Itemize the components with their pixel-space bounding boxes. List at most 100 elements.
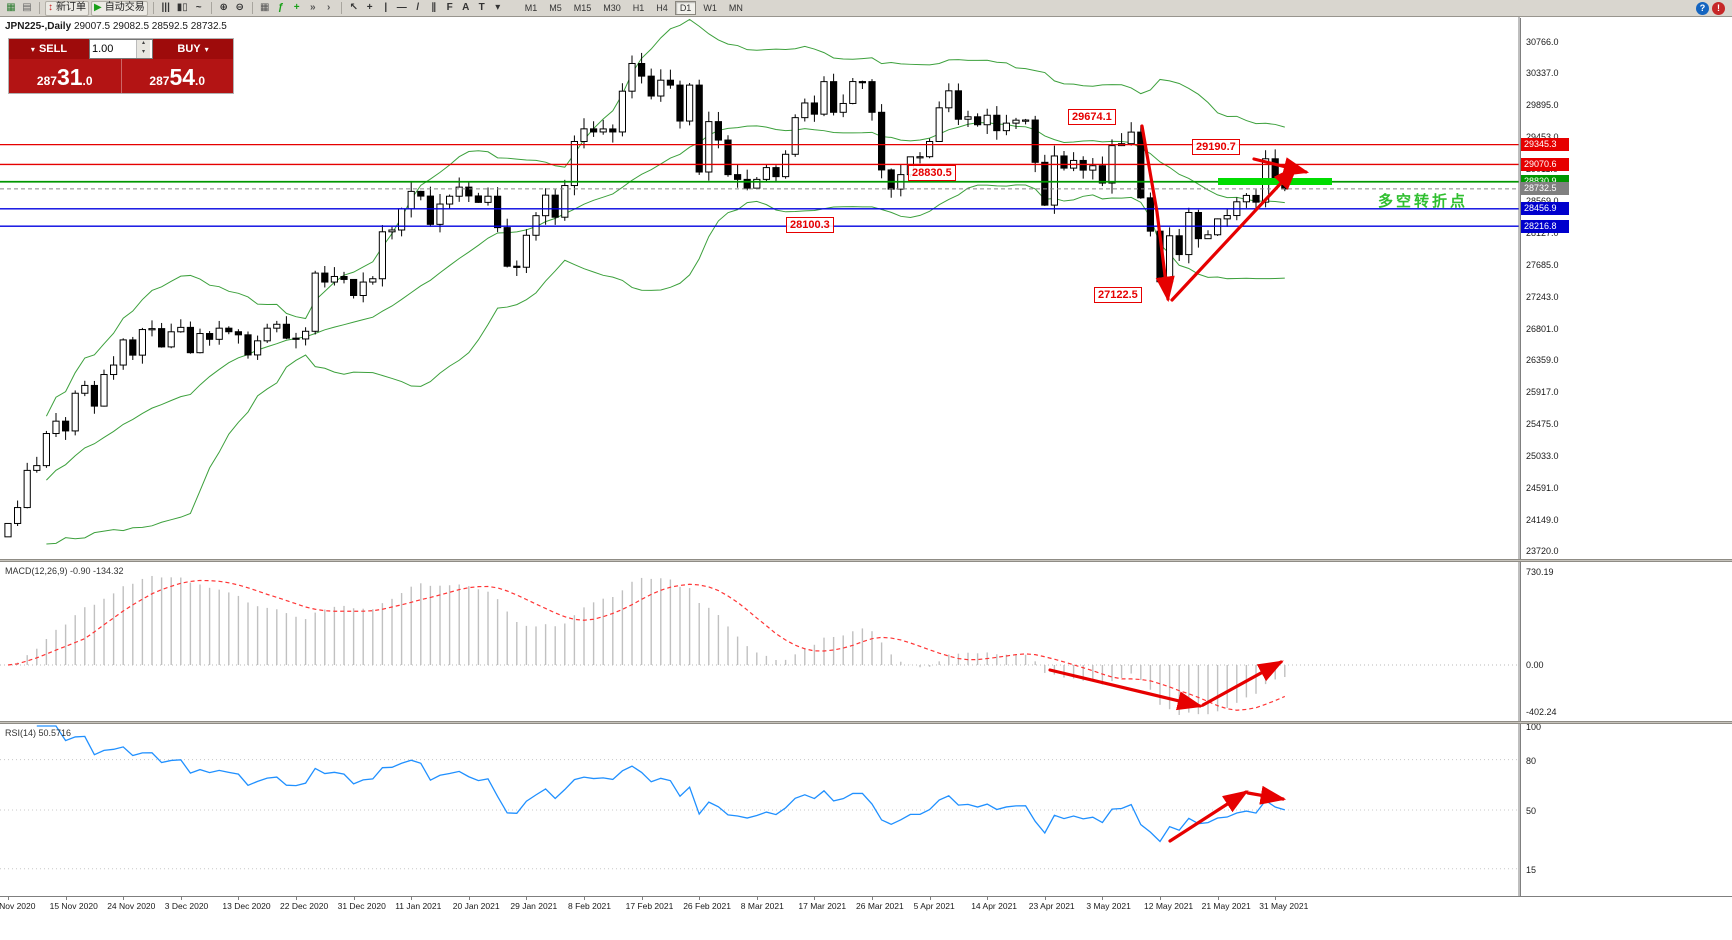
date-label: 5 Nov 2020 [0, 901, 36, 911]
time-axis-tick [872, 897, 873, 900]
help-button[interactable]: ? [1696, 1, 1709, 15]
time-axis-tick [814, 897, 816, 900]
zoom-out-icon: ⊖ [235, 2, 244, 13]
volume-down-button[interactable]: ▾ [137, 49, 150, 58]
price-digits: .0 [195, 74, 206, 88]
price-tick-label: 26359.0 [1526, 355, 1559, 366]
ohlc-values: 29007.5 29082.5 28592.5 28732.5 [73, 21, 227, 32]
buy-button[interactable]: BUY ▾ [153, 39, 233, 59]
time-axis-tick [584, 897, 585, 900]
date-label: 11 Jan 2021 [395, 901, 442, 911]
volume-up-button[interactable]: ▴ [137, 40, 150, 49]
auto-scroll-icon: » [309, 2, 316, 13]
date-label: 8 Mar 2021 [740, 901, 784, 911]
time-axis-tick [238, 897, 240, 900]
profiles-button[interactable]: ▤ [19, 1, 35, 16]
price-level-badge: 28216.8 [1521, 219, 1569, 233]
toolbar-right-icons: ?! [1696, 1, 1729, 15]
time-axis-tick [468, 897, 470, 900]
panel-splitter[interactable] [0, 721, 1732, 724]
zoom-out-button[interactable]: ⊖ [232, 1, 248, 16]
time-axis-tick [411, 897, 413, 900]
macd-indicator-label: MACD(12,26,9) -0.90 -134.32 [5, 566, 124, 576]
sell-button[interactable]: ▾ SELL [9, 39, 89, 59]
price-tick-label: 24591.0 [1526, 483, 1559, 494]
date-label: 17 Mar 2021 [798, 901, 847, 911]
date-label: 17 Feb 2021 [625, 901, 674, 911]
sell-caret-icon: ▾ [30, 44, 35, 54]
one-click-trading-panel: ▾ SELL ▴ ▾ BUY ▾ 28731.0 28754.0 [9, 39, 233, 93]
price-callout: 27122.5 [1094, 287, 1142, 303]
panel-splitter[interactable] [0, 559, 1732, 562]
new-order-icon: ↕ [48, 2, 53, 13]
ask-price[interactable]: 28754.0 [122, 59, 234, 93]
date-label: 15 Nov 2020 [49, 901, 98, 911]
alerts-button[interactable]: ! [1712, 1, 1725, 15]
add-indicator-button[interactable]: + [289, 1, 305, 16]
time-axis-tick [8, 897, 9, 900]
rsi-axis-label: 100 [1526, 722, 1542, 732]
date-label: 21 May 2021 [1201, 901, 1251, 911]
channel-button[interactable]: ∥ [426, 1, 442, 16]
time-axis-tick [65, 897, 67, 900]
date-label: 3 Dec 2020 [164, 901, 209, 911]
price-digits: 287 [36, 74, 57, 88]
cursor-button[interactable]: ↖ [346, 1, 362, 16]
support-zone-bar [1218, 178, 1332, 185]
time-axis-tick [180, 897, 182, 900]
rsi-line [36, 725, 1285, 843]
timeframe-h1-button[interactable]: H1 [632, 3, 645, 13]
tile-windows-button[interactable]: ▦ [257, 1, 273, 16]
arrows-icon: ▾ [495, 2, 501, 13]
vertical-line-button[interactable]: | [378, 1, 394, 16]
toolbar-separator [210, 2, 212, 14]
timeframe-w1-button[interactable]: W1 [703, 3, 717, 13]
date-label: 8 Feb 2021 [568, 901, 612, 911]
fibonacci-button[interactable]: F [442, 1, 458, 16]
auto-scroll-button[interactable]: » [305, 1, 321, 16]
indicators-icon: ƒ [277, 2, 284, 13]
channel-icon: ∥ [431, 2, 437, 13]
crosshair-button[interactable]: + [362, 1, 378, 16]
indicators-button[interactable]: ƒ [273, 1, 289, 16]
horizontal-line-button[interactable]: — [394, 1, 410, 16]
bar-chart-button[interactable]: ||| [158, 1, 174, 16]
time-axis-tick [1217, 897, 1219, 900]
text-button[interactable]: A [458, 1, 474, 16]
time-axis: 5 Nov 2020 15 Nov 2020 24 Nov 2020 3 Dec 20… [0, 896, 1732, 940]
timeframe-d1-button[interactable]: D1 [674, 1, 697, 15]
arrows-button[interactable]: ▾ [490, 1, 506, 16]
volume-input[interactable] [90, 40, 136, 58]
zoom-in-button[interactable]: ⊕ [216, 1, 232, 16]
volume-spinner: ▴ ▾ [136, 40, 150, 58]
trendline-button[interactable]: / [410, 1, 426, 16]
macd-axis-label: -402.24 [1526, 707, 1557, 717]
new-order-button[interactable]: ↕ 新订单 [45, 0, 89, 16]
label-button[interactable]: T [474, 1, 490, 16]
timeframe-m15-button[interactable]: M15 [573, 3, 592, 13]
timeframe-m1-button[interactable]: M1 [524, 3, 538, 13]
turning-point-text: 多空转折点 [1378, 193, 1469, 210]
price-level-badge: 29345.3 [1521, 138, 1569, 152]
line-chart-button[interactable]: ~ [191, 1, 207, 16]
date-label: 5 Apr 2021 [913, 901, 955, 911]
price-digits: 54 [169, 64, 196, 90]
autotrade-icon: ▶ [94, 2, 102, 13]
price-callout: 28100.3 [786, 217, 834, 233]
new-chart-button[interactable]: ▦ [3, 1, 19, 16]
time-axis-tick [123, 897, 125, 900]
buy-label: BUY [177, 43, 201, 55]
timeframe-m5-button[interactable]: M5 [549, 3, 562, 13]
price-callout: 28830.5 [908, 165, 956, 181]
timeframe-h4-button[interactable]: H4 [656, 3, 668, 13]
candlestick-chart-button[interactable]: ▮▯ [174, 1, 191, 16]
timeframe-m30-button[interactable]: M30 [603, 3, 621, 13]
time-axis-tick [929, 897, 931, 900]
time-axis-tick [526, 897, 528, 900]
sell-label: SELL [38, 43, 68, 55]
chart-shift-button[interactable]: › [321, 1, 337, 16]
bid-price[interactable]: 28731.0 [9, 59, 122, 93]
timeframe-mn-button[interactable]: MN [728, 3, 743, 13]
autotrade-button[interactable]: ▶ 自动交易 [91, 0, 148, 16]
